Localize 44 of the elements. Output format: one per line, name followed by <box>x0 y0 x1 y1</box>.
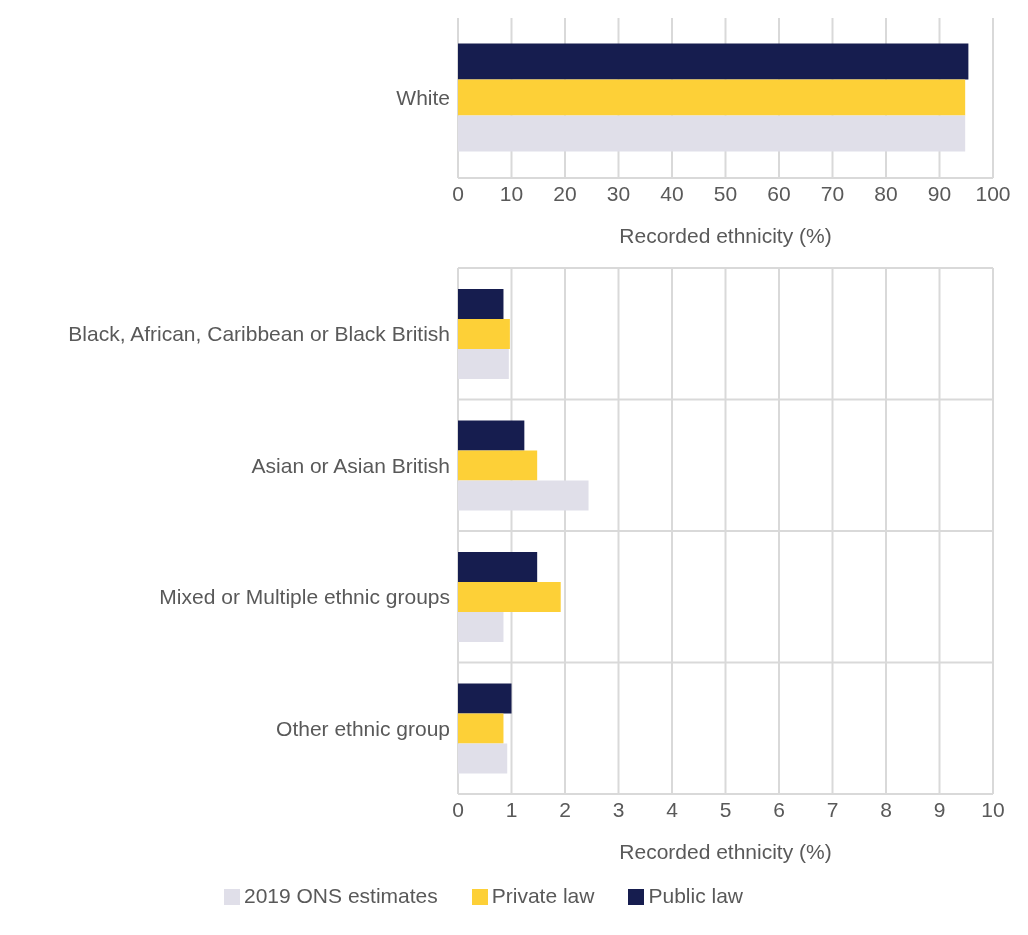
x-tick-label: 0 <box>452 797 464 821</box>
x-tick-label: 10 <box>981 797 1005 821</box>
x-tick-label: 5 <box>719 797 732 821</box>
y-tick-label: Other ethnic group <box>276 716 450 740</box>
x-axis-title: Recorded ethnicity (%) <box>619 224 832 247</box>
bar <box>458 612 504 643</box>
x-tick-label: 6 <box>773 797 785 821</box>
x-tick-label: 9 <box>933 797 946 821</box>
bar <box>458 743 508 774</box>
x-tick-label: 70 <box>820 181 845 205</box>
bar <box>458 420 525 451</box>
bar <box>458 289 504 320</box>
x-tick-label: 60 <box>767 181 791 205</box>
x-tick-label: 30 <box>606 181 631 205</box>
x-tick-label: 20 <box>553 181 577 205</box>
x-tick-label: 50 <box>713 181 738 205</box>
x-tick-label: 8 <box>880 797 892 821</box>
bar <box>458 582 561 613</box>
bar <box>458 683 512 714</box>
bar <box>458 480 589 511</box>
x-tick-label: 80 <box>874 181 898 205</box>
bar <box>458 349 509 380</box>
x-tick-label: 90 <box>927 181 952 205</box>
x-tick-label: 10 <box>499 181 524 205</box>
legend-label: Public law <box>648 884 743 907</box>
x-tick-label: 40 <box>660 181 684 205</box>
x-tick-label: 7 <box>826 797 839 821</box>
bar <box>458 713 504 744</box>
x-tick-label: 1 <box>505 797 518 821</box>
x-tick-label: 0 <box>452 181 464 205</box>
x-axis-title: Recorded ethnicity (%) <box>619 840 832 863</box>
legend-label: 2019 ONS estimates <box>243 884 438 907</box>
x-tick-label: 2 <box>559 797 571 821</box>
x-tick-label: 3 <box>612 797 625 821</box>
y-tick-label: Black, African, Caribbean or Black British <box>68 322 450 346</box>
bar <box>458 450 538 481</box>
y-tick-label: Asian or Asian British <box>251 453 450 477</box>
bar <box>458 552 538 583</box>
bar <box>458 319 510 350</box>
y-tick-label: Mixed or Multiple ethnic groups <box>159 585 450 609</box>
x-tick-label: 100 <box>975 181 1011 205</box>
y-tick-label: White <box>396 86 450 110</box>
legend-label: Private law <box>491 884 595 907</box>
x-tick-label: 4 <box>666 797 679 821</box>
